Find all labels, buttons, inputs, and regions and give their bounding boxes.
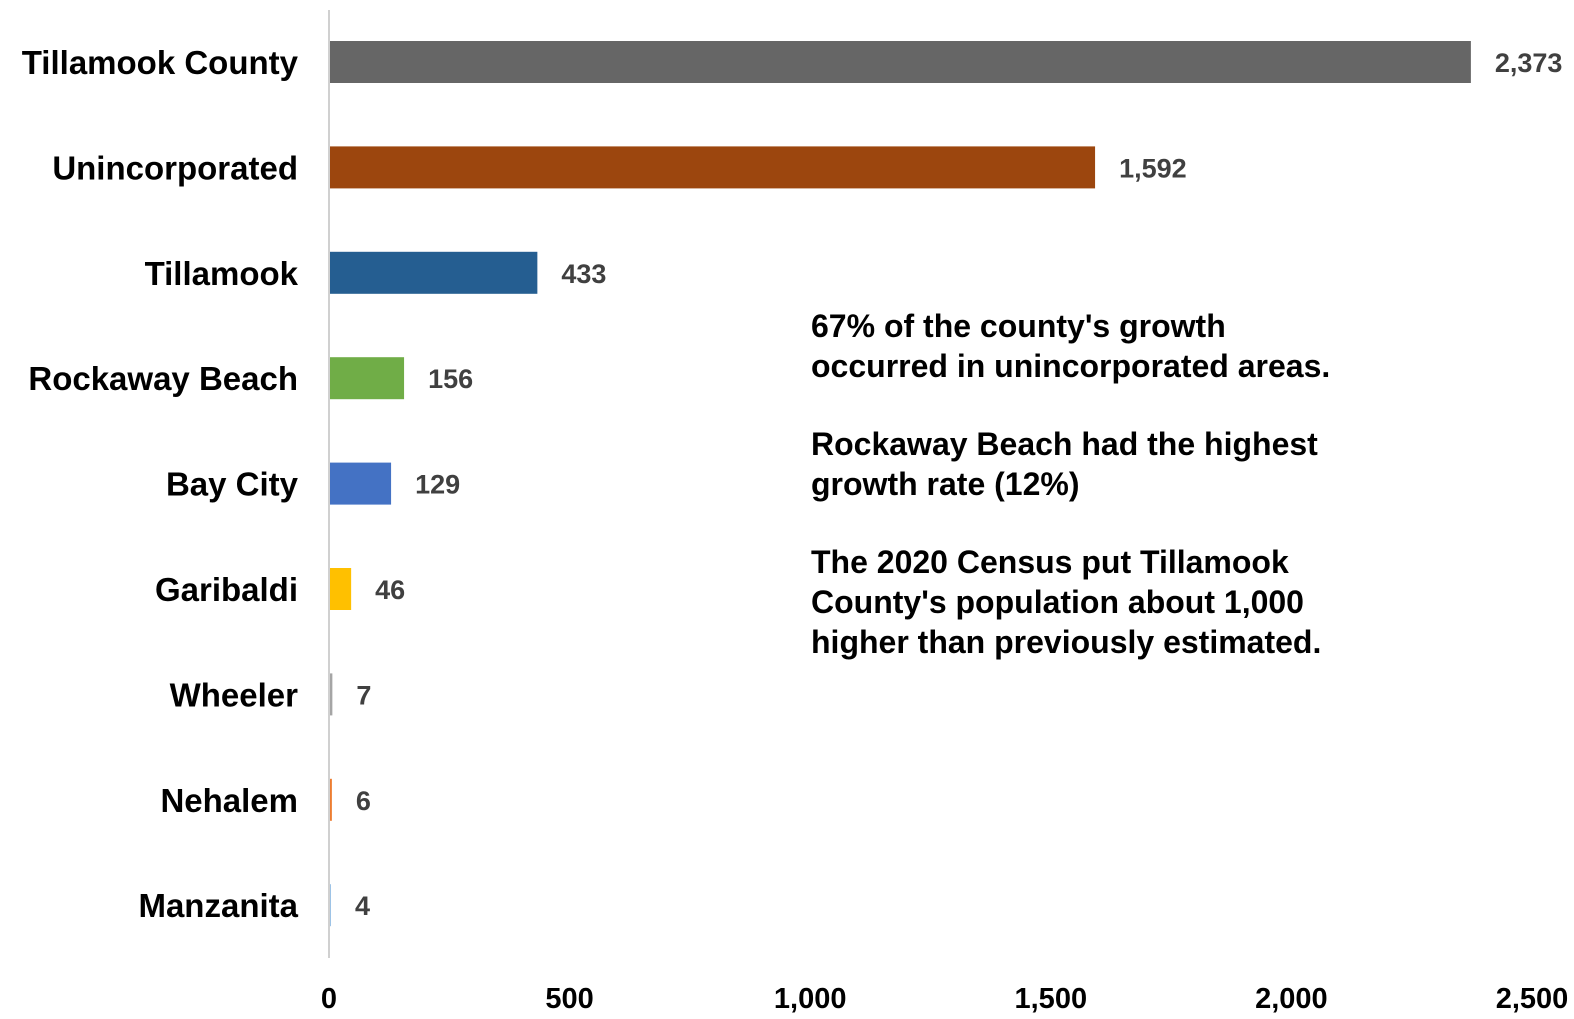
axis-group: 0 500 1,000 1,500 2,000 2,500 [321,10,1568,1015]
value-label-garibaldi: 46 [375,575,405,605]
annotation-2-line-1: Rockaway Beach had the highest [811,426,1318,462]
annotation-3-line-1: The 2020 Census put Tillamook [811,544,1289,580]
value-label-bay-city: 129 [415,470,460,500]
annotation-1-line-2: occurred in unincorporated areas. [811,348,1331,384]
annotation-3-line-2: County's population about 1,000 [811,584,1304,620]
bar-rockaway-beach [329,357,405,400]
bar-nehalem [329,778,332,821]
value-label-rockaway-beach: 156 [428,364,473,394]
annotation-3-line-3: higher than previously estimated. [811,624,1322,660]
annotation-2: Rockaway Beach had the highest growth ra… [811,424,1431,504]
bar-garibaldi [329,568,352,610]
category-label-bay-city: Bay City [166,466,299,503]
x-tick-label-500: 500 [545,983,593,1015]
bars-group: Tillamook County 2,373 Unincorporated 1,592… [22,41,1563,927]
bar-tillamook-county [329,41,1471,83]
value-label-unincorporated: 1,592 [1119,153,1187,183]
category-label-nehalem: Nehalem [160,782,298,819]
annotation-1-line-1: 67% of the county's growth [811,308,1226,344]
value-label-manzanita: 4 [355,891,370,921]
category-label-unincorporated: Unincorporated [52,149,298,186]
category-label-garibaldi: Garibaldi [155,571,298,608]
annotation-1: 67% of the county's growth occurred in u… [811,306,1431,386]
bar-bay-city [329,462,392,505]
bar-tillamook [329,251,538,294]
annotation-text-block: 67% of the county's growth occurred in u… [811,306,1431,700]
value-label-tillamook-county: 2,373 [1495,48,1563,78]
x-tick-label-1000: 1,000 [774,983,847,1015]
bar-unincorporated [329,146,1096,189]
category-label-tillamook: Tillamook [145,255,299,292]
x-tick-label-1500: 1,500 [1015,983,1088,1015]
annotation-3: The 2020 Census put Tillamook County's p… [811,542,1431,662]
category-label-manzanita: Manzanita [138,887,298,924]
annotation-2-line-2: growth rate (12%) [811,466,1080,502]
category-label-tillamook-county: Tillamook County [22,44,299,81]
x-tick-label-2000: 2,000 [1255,983,1328,1015]
value-label-tillamook: 433 [561,259,606,289]
x-tick-label-2500: 2,500 [1496,983,1569,1015]
value-label-wheeler: 7 [356,680,371,710]
category-label-rockaway-beach: Rockaway Beach [28,360,298,397]
x-tick-label-0: 0 [321,983,337,1015]
value-label-nehalem: 6 [356,786,371,816]
bar-wheeler [329,673,333,716]
category-label-wheeler: Wheeler [170,676,299,713]
